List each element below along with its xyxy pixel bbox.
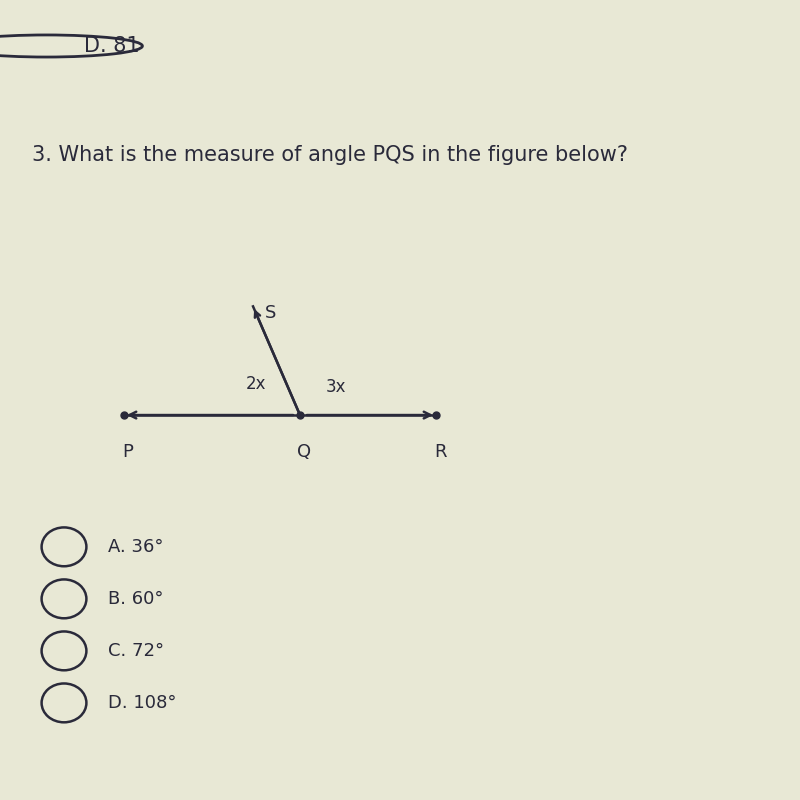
Text: 2x: 2x [246, 375, 266, 393]
Text: P: P [122, 442, 134, 461]
Text: C. 72°: C. 72° [108, 642, 164, 660]
Text: R: R [434, 442, 446, 461]
Text: D. 81: D. 81 [84, 36, 140, 56]
Text: B. 60°: B. 60° [108, 590, 163, 608]
Text: A. 36°: A. 36° [108, 538, 163, 556]
Text: Q: Q [297, 442, 311, 461]
Text: S: S [265, 304, 277, 322]
Text: 3x: 3x [326, 378, 346, 396]
Text: 3. What is the measure of angle PQS in the figure below?: 3. What is the measure of angle PQS in t… [32, 145, 628, 165]
Text: D. 108°: D. 108° [108, 694, 177, 712]
